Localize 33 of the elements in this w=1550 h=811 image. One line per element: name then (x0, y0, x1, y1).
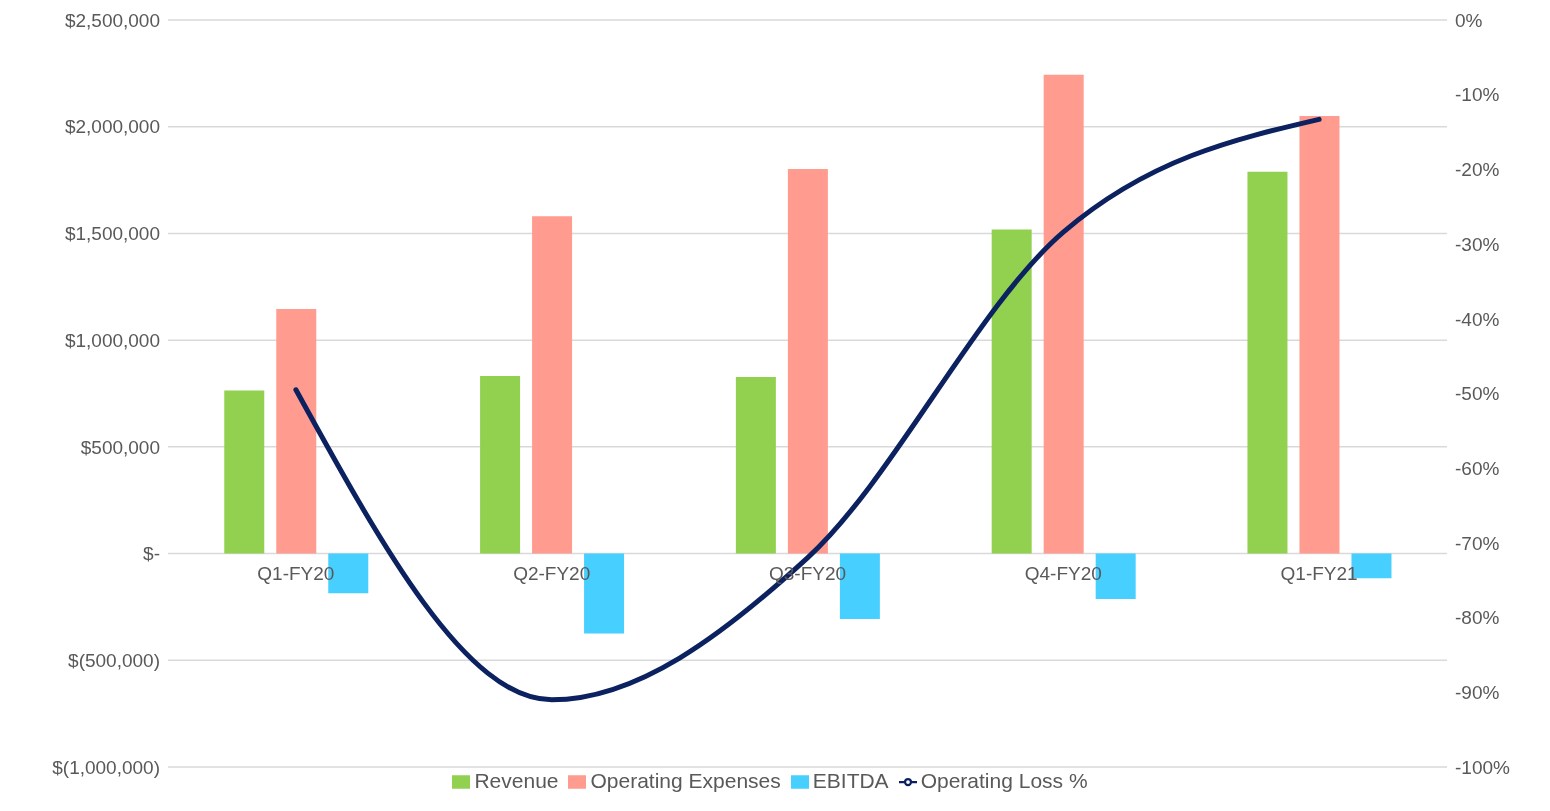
bar (1299, 116, 1340, 554)
y-tick-label: $2,000,000 (64, 116, 160, 138)
bar (1043, 74, 1084, 554)
y2-tick-label: -80% (1455, 607, 1500, 629)
legend-label: Revenue (474, 769, 559, 792)
bar (787, 168, 828, 554)
bar (991, 229, 1032, 554)
y-tick-label: $(1,000,000) (52, 756, 160, 778)
y2-tick-label: -20% (1455, 159, 1500, 181)
bar (276, 308, 317, 554)
y-tick-label: $2,500,000 (64, 9, 160, 31)
y2-tick-label: -50% (1455, 383, 1500, 405)
bar (480, 376, 521, 554)
y2-tick-label: -60% (1455, 457, 1500, 479)
y2-tick-label: -40% (1455, 308, 1500, 330)
y-tick-label: $- (143, 543, 160, 565)
y2-tick-label: -100% (1455, 756, 1511, 778)
legend-label: Operating Loss % (920, 769, 1088, 792)
bar (1247, 171, 1288, 554)
y2-tick-label: 0% (1455, 9, 1483, 31)
y2-tick-label: -70% (1455, 532, 1500, 554)
bar (532, 216, 573, 554)
bar (735, 377, 776, 554)
legend-label: Operating Expenses (590, 769, 781, 792)
y-tick-label: $1,500,000 (64, 223, 160, 245)
y-tick-label: $500,000 (80, 436, 160, 458)
bar (224, 390, 265, 554)
y-tick-label: $(500,000) (68, 650, 160, 672)
y-tick-label: $1,000,000 (64, 329, 160, 351)
y2-tick-label: -30% (1455, 233, 1500, 255)
y2-tick-label: -90% (1455, 682, 1500, 704)
legend-label: EBITDA (812, 769, 889, 792)
y2-tick-label: -10% (1455, 84, 1500, 106)
